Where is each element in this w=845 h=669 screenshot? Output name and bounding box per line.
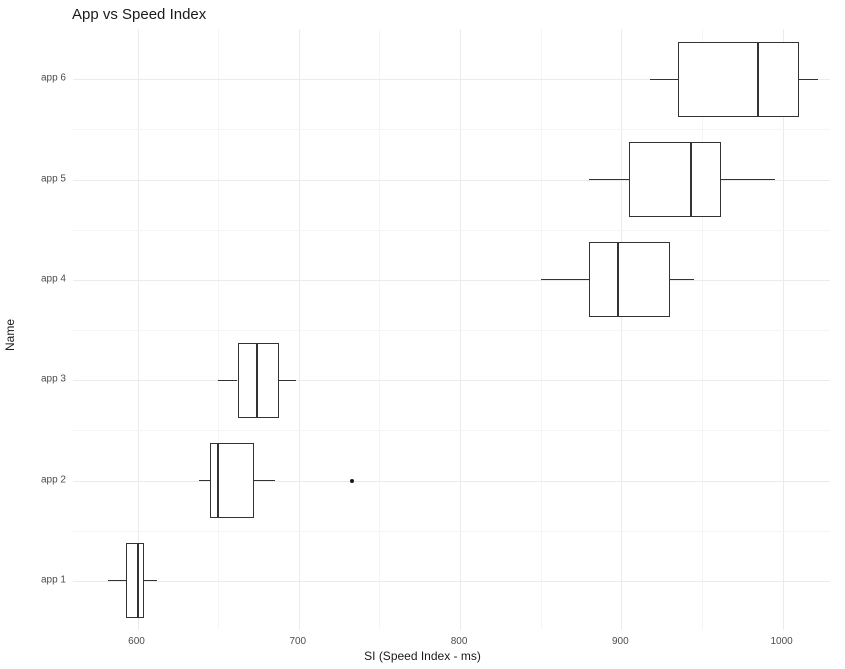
boxplot-chart: App vs Speed Index Name SI (Speed Index … <box>0 0 845 669</box>
gridline-minor-h <box>73 330 830 331</box>
whisker-high <box>254 480 275 481</box>
whisker-high <box>721 179 774 180</box>
y-tick-label: app 3 <box>20 374 66 385</box>
whisker-low <box>541 279 589 280</box>
chart-title: App vs Speed Index <box>72 6 206 23</box>
x-axis-label: SI (Speed Index - ms) <box>364 649 481 663</box>
median-line <box>256 343 258 418</box>
x-tick-label: 900 <box>612 636 629 647</box>
gridline-minor-h <box>73 531 830 532</box>
gridline-major-h <box>73 280 830 281</box>
x-tick-label: 1000 <box>770 636 792 647</box>
gridline-major-h <box>73 481 830 482</box>
y-tick-label: app 4 <box>20 273 66 284</box>
x-tick-label: 800 <box>451 636 468 647</box>
median-line <box>757 42 759 117</box>
whisker-high <box>144 580 157 581</box>
whisker-low <box>108 580 126 581</box>
median-line <box>617 242 619 317</box>
y-axis-label: Name <box>3 318 17 350</box>
median-line <box>137 543 139 618</box>
box <box>678 42 799 117</box>
gridline-minor-h <box>73 430 830 431</box>
y-tick-label: app 5 <box>20 173 66 184</box>
outlier-point <box>350 479 354 483</box>
whisker-low <box>199 480 210 481</box>
gridline-minor-h <box>73 129 830 130</box>
box <box>589 242 670 317</box>
gridline-minor-h <box>73 230 830 231</box>
x-tick-label: 600 <box>128 636 145 647</box>
box <box>629 142 721 217</box>
median-line <box>217 443 219 518</box>
whisker-high <box>670 279 694 280</box>
y-tick-label: app 6 <box>20 73 66 84</box>
whisker-high <box>279 380 295 381</box>
box <box>126 543 144 618</box>
gridline-major-h <box>73 380 830 381</box>
whisker-high <box>799 79 818 80</box>
box <box>238 343 280 418</box>
whisker-low <box>218 380 237 381</box>
y-tick-label: app 1 <box>20 574 66 585</box>
whisker-low <box>650 79 677 80</box>
median-line <box>690 142 692 217</box>
plot-panel <box>72 28 830 630</box>
gridline-major-h <box>73 581 830 582</box>
x-tick-label: 700 <box>289 636 306 647</box>
y-tick-label: app 2 <box>20 474 66 485</box>
whisker-low <box>589 179 629 180</box>
